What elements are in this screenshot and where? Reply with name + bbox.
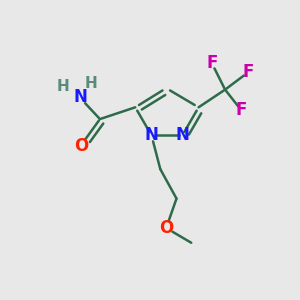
Text: H: H [85, 76, 98, 91]
Text: F: F [243, 63, 254, 81]
Text: N: N [145, 126, 158, 144]
Text: F: F [206, 54, 218, 72]
Text: H: H [57, 79, 70, 94]
Text: O: O [74, 136, 88, 154]
Text: N: N [176, 126, 189, 144]
Text: N: N [74, 88, 88, 106]
Text: F: F [236, 101, 247, 119]
Text: O: O [159, 219, 173, 237]
